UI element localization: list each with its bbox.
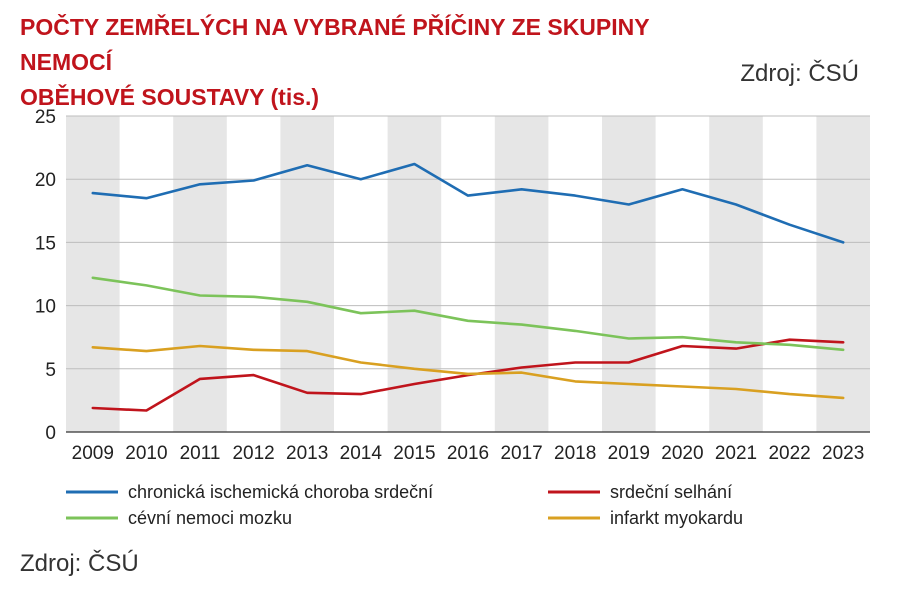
band-2019: [602, 116, 656, 432]
band-2011: [173, 116, 227, 432]
chart-title-line2: OBĚHOVÉ SOUSTAVY (tis.): [20, 84, 320, 110]
x-tick-label: 2009: [72, 443, 114, 464]
x-tick-label: 2018: [554, 443, 596, 464]
x-tick-label: 2013: [286, 443, 328, 464]
y-tick-label: 10: [35, 297, 56, 318]
band-2009: [66, 116, 120, 432]
y-tick-label: 25: [35, 107, 56, 128]
gridlines: [66, 115, 870, 433]
band-2023: [816, 116, 870, 432]
legend-label-3: infarkt myokardu: [610, 508, 743, 528]
band-2021: [709, 116, 763, 432]
x-tick-label: 2023: [822, 443, 864, 464]
x-tick-label: 2021: [715, 443, 757, 464]
legend-label-0: chronická ischemická choroba srdeční: [128, 482, 433, 502]
x-tick-label: 2015: [393, 443, 435, 464]
x-tick-label: 2017: [500, 443, 542, 464]
legend-label-2: cévní nemoci mozku: [128, 508, 292, 528]
band-2013: [280, 116, 334, 432]
x-tick-label: 2022: [768, 443, 810, 464]
background-bands: [66, 116, 870, 432]
x-tick-label: 2010: [125, 443, 167, 464]
chart-title: POČTY ZEMŘELÝCH NA VYBRANÉ PŘÍČINY ZE SK…: [20, 10, 720, 115]
y-tick-label: 20: [35, 170, 56, 191]
y-tick-label: 15: [35, 233, 56, 254]
chart-title-line1: POČTY ZEMŘELÝCH NA VYBRANÉ PŘÍČINY ZE SK…: [20, 14, 650, 75]
x-axis-ticks: 2009 2010 2011 2012 2013 2014 2015 2016 2017 2018…: [72, 443, 865, 464]
series-line-3: [91, 344, 845, 400]
source-label-top: Zdroj: ČSÚ: [740, 60, 859, 87]
series-line-2: [91, 276, 845, 352]
legend-label-1: srdeční selhání: [610, 482, 732, 502]
y-tick-label: 0: [45, 423, 56, 444]
x-tick-label: 2019: [608, 443, 650, 464]
x-tick-label: 2020: [661, 443, 703, 464]
series-line-0: [91, 162, 845, 244]
y-tick-label: 5: [45, 360, 56, 381]
x-tick-label: 2012: [232, 443, 274, 464]
x-tick-label: 2011: [180, 443, 221, 464]
y-axis-ticks: 0 5 10 15 20 25: [35, 107, 56, 444]
x-tick-label: 2014: [340, 443, 383, 464]
x-tick-label: 2016: [447, 443, 489, 464]
band-2017: [494, 116, 549, 432]
series-lines: [91, 162, 845, 412]
source-label-bottom: Zdroj: ČSÚ: [20, 550, 139, 577]
legend: chronická ischemická choroba srdeční srde…: [66, 482, 743, 528]
